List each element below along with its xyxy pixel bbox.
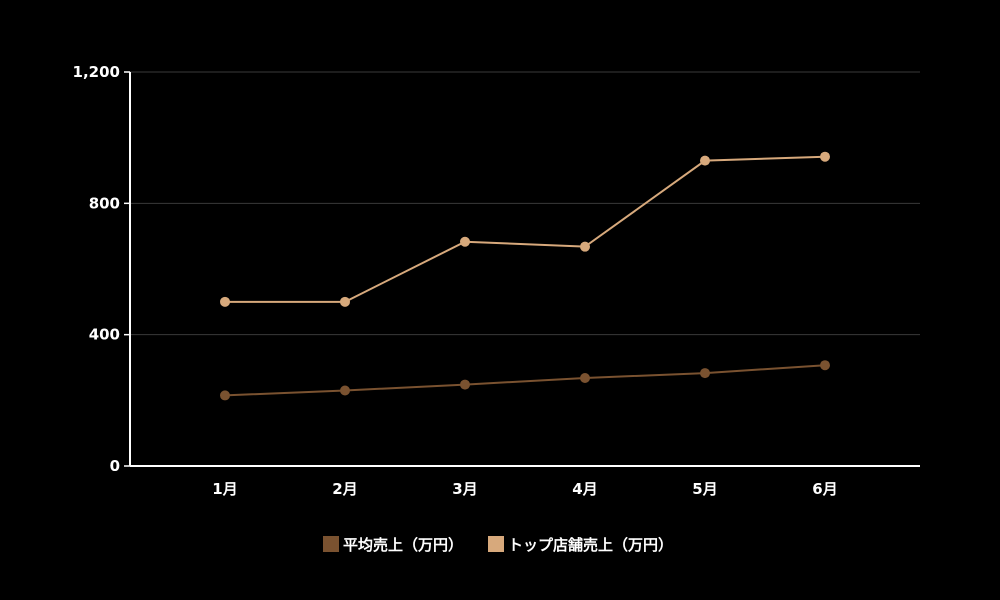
x-tick-label: 1月: [212, 480, 237, 498]
legend-label: 平均売上（万円）: [343, 536, 463, 554]
x-tick-label: 5月: [692, 480, 717, 498]
data-point: [700, 155, 710, 166]
data-point: [460, 379, 470, 390]
data-point: [580, 373, 590, 384]
x-tick-labels: 1月 2月 3月 4月 5月 6月: [212, 480, 837, 498]
x-tick-label: 2月: [332, 480, 357, 498]
grid-lines: [130, 71, 920, 336]
legend: 平均売上（万円） トップ店舗売上（万円）: [323, 536, 673, 554]
data-point: [220, 296, 230, 307]
data-point: [340, 296, 350, 307]
x-tick-label: 6月: [812, 480, 837, 498]
data-point: [220, 390, 230, 401]
series-lines: [220, 151, 830, 401]
legend-label: トップ店舗売上（万円）: [508, 536, 673, 554]
data-point: [820, 360, 830, 371]
y-tick-label: 1,200: [73, 63, 120, 81]
y-tick-label: 800: [89, 194, 120, 212]
series-line: [225, 155, 826, 303]
x-tick-label: 3月: [452, 480, 477, 498]
data-point: [340, 385, 350, 396]
data-point: [700, 368, 710, 379]
data-point: [820, 151, 830, 162]
legend-swatch: [323, 536, 339, 552]
y-tick-label: 0: [110, 457, 120, 475]
x-tick-label: 4月: [572, 480, 597, 498]
data-point: [580, 241, 590, 252]
y-tick-labels: 0 400 800 1,200: [73, 63, 130, 475]
y-tick-label: 400: [89, 326, 120, 344]
legend-swatch: [488, 536, 504, 552]
data-point: [460, 236, 470, 247]
series-line: [224, 364, 826, 397]
